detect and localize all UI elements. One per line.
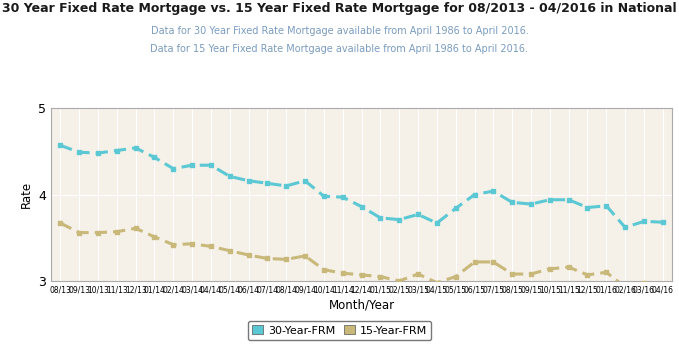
30-Year-FRM (602, 204, 610, 208)
30-Year-FRM (358, 205, 366, 209)
30-Year-FRM (113, 148, 121, 153)
15-Year-FRM (490, 260, 498, 264)
15-Year-FRM (320, 268, 328, 272)
30-Year-FRM (94, 151, 102, 155)
30-Year-FRM (75, 150, 84, 154)
15-Year-FRM (395, 279, 403, 283)
30-Year-FRM (169, 166, 177, 171)
15-Year-FRM (169, 243, 177, 247)
30-Year-FRM (225, 174, 234, 179)
30-Year-FRM (452, 206, 460, 210)
30-Year-FRM (471, 193, 479, 197)
15-Year-FRM (282, 257, 291, 261)
30-Year-FRM (56, 143, 65, 147)
30-Year-FRM (301, 179, 309, 183)
30-Year-FRM (376, 216, 384, 220)
15-Year-FRM (433, 281, 441, 285)
15-Year-FRM (244, 253, 253, 257)
15-Year-FRM (188, 242, 196, 246)
Legend: 30-Year-FRM, 15-Year-FRM: 30-Year-FRM, 15-Year-FRM (248, 321, 431, 340)
30-Year-FRM (244, 179, 253, 183)
15-Year-FRM (471, 260, 479, 264)
15-Year-FRM (508, 272, 516, 276)
30-Year-FRM (151, 155, 159, 159)
Y-axis label: Rate: Rate (20, 181, 33, 208)
15-Year-FRM (546, 267, 554, 271)
15-Year-FRM (132, 226, 140, 230)
15-Year-FRM (527, 272, 535, 276)
30-Year-FRM (583, 206, 591, 210)
30-Year-FRM (621, 225, 629, 230)
15-Year-FRM (640, 281, 648, 285)
30-Year-FRM (414, 212, 422, 216)
30-Year-FRM (395, 217, 403, 222)
15-Year-FRM (56, 221, 65, 225)
15-Year-FRM (452, 275, 460, 279)
15-Year-FRM (94, 230, 102, 235)
Text: Data for 30 Year Fixed Rate Mortgage available from April 1986 to April 2016.: Data for 30 Year Fixed Rate Mortgage ava… (151, 26, 528, 36)
30-Year-FRM (527, 202, 535, 206)
15-Year-FRM (621, 285, 629, 289)
15-Year-FRM (263, 257, 272, 261)
30-Year-FRM (282, 184, 291, 188)
30-Year-FRM (565, 198, 573, 202)
30-Year-FRM (132, 146, 140, 150)
15-Year-FRM (583, 273, 591, 277)
15-Year-FRM (151, 235, 159, 239)
30-Year-FRM (320, 194, 328, 198)
Text: 30 Year Fixed Rate Mortgage vs. 15 Year Fixed Rate Mortgage for 08/2013 - 04/201: 30 Year Fixed Rate Mortgage vs. 15 Year … (2, 2, 677, 15)
30-Year-FRM (659, 220, 667, 224)
30-Year-FRM (207, 163, 215, 167)
15-Year-FRM (565, 265, 573, 269)
Line: 15-Year-FRM: 15-Year-FRM (58, 221, 665, 289)
15-Year-FRM (207, 244, 215, 248)
Text: Data for 15 Year Fixed Rate Mortgage available from April 1986 to April 2016.: Data for 15 Year Fixed Rate Mortgage ava… (151, 44, 528, 54)
30-Year-FRM (546, 198, 554, 202)
15-Year-FRM (113, 230, 121, 234)
15-Year-FRM (225, 248, 234, 253)
15-Year-FRM (659, 282, 667, 287)
30-Year-FRM (490, 189, 498, 193)
15-Year-FRM (301, 254, 309, 258)
15-Year-FRM (414, 272, 422, 276)
30-Year-FRM (433, 221, 441, 225)
30-Year-FRM (188, 163, 196, 167)
15-Year-FRM (358, 273, 366, 277)
Line: 30-Year-FRM: 30-Year-FRM (58, 143, 665, 230)
30-Year-FRM (263, 181, 272, 185)
15-Year-FRM (376, 275, 384, 279)
15-Year-FRM (339, 271, 347, 275)
X-axis label: Month/Year: Month/Year (329, 299, 394, 312)
30-Year-FRM (640, 219, 648, 223)
15-Year-FRM (75, 230, 84, 235)
15-Year-FRM (602, 270, 610, 274)
30-Year-FRM (508, 200, 516, 205)
30-Year-FRM (339, 195, 347, 199)
